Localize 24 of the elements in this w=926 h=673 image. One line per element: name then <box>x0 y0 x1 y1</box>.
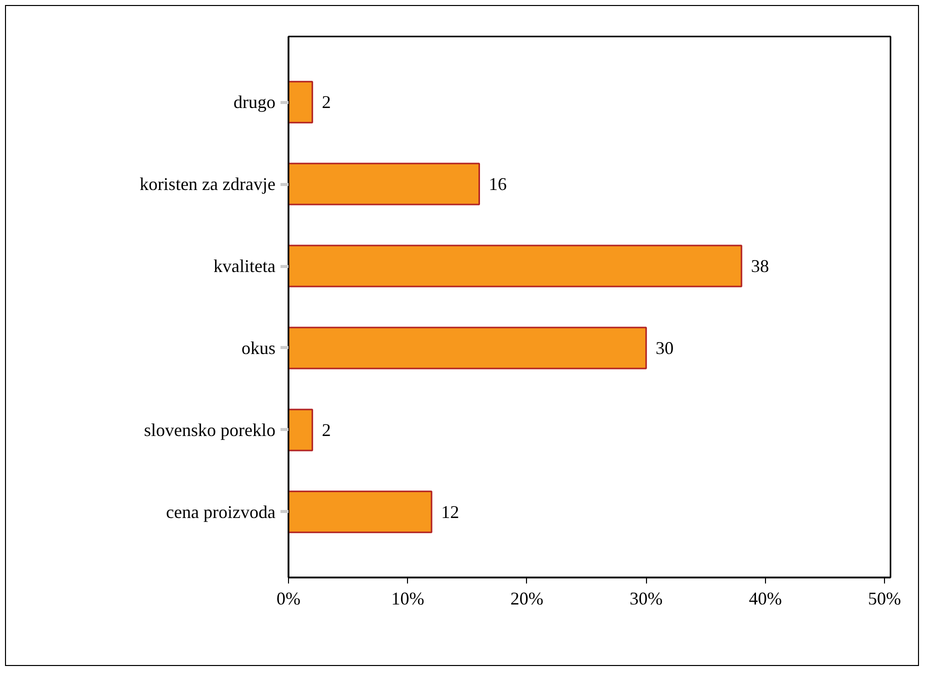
bar <box>288 244 742 288</box>
data-label: 30 <box>656 338 674 358</box>
bar <box>288 326 647 370</box>
x-tick-label: 40% <box>748 588 782 608</box>
y-tick-label: koristen za zdravje <box>140 174 276 194</box>
y-tick-label: drugo <box>234 92 276 112</box>
y-tick-label: okus <box>241 338 276 358</box>
data-label: 2 <box>322 420 331 440</box>
bar <box>288 162 480 206</box>
data-label: 16 <box>488 174 507 194</box>
x-tick-label: 0% <box>276 588 301 608</box>
y-tick-label: kvaliteta <box>214 256 276 276</box>
x-tick-label: 30% <box>630 588 663 608</box>
y-tick-label: cena proizvoda <box>166 502 276 522</box>
x-tick-label: 20% <box>510 588 544 608</box>
y-tick-label: slovensko poreklo <box>144 420 276 440</box>
bar <box>288 490 432 534</box>
x-tick-label: 50% <box>868 588 902 608</box>
bar <box>288 408 314 452</box>
data-label: 12 <box>441 502 460 522</box>
data-label: 38 <box>751 256 770 276</box>
data-label: 2 <box>322 92 331 112</box>
x-tick-label: 10% <box>391 588 424 608</box>
bar <box>288 80 314 124</box>
